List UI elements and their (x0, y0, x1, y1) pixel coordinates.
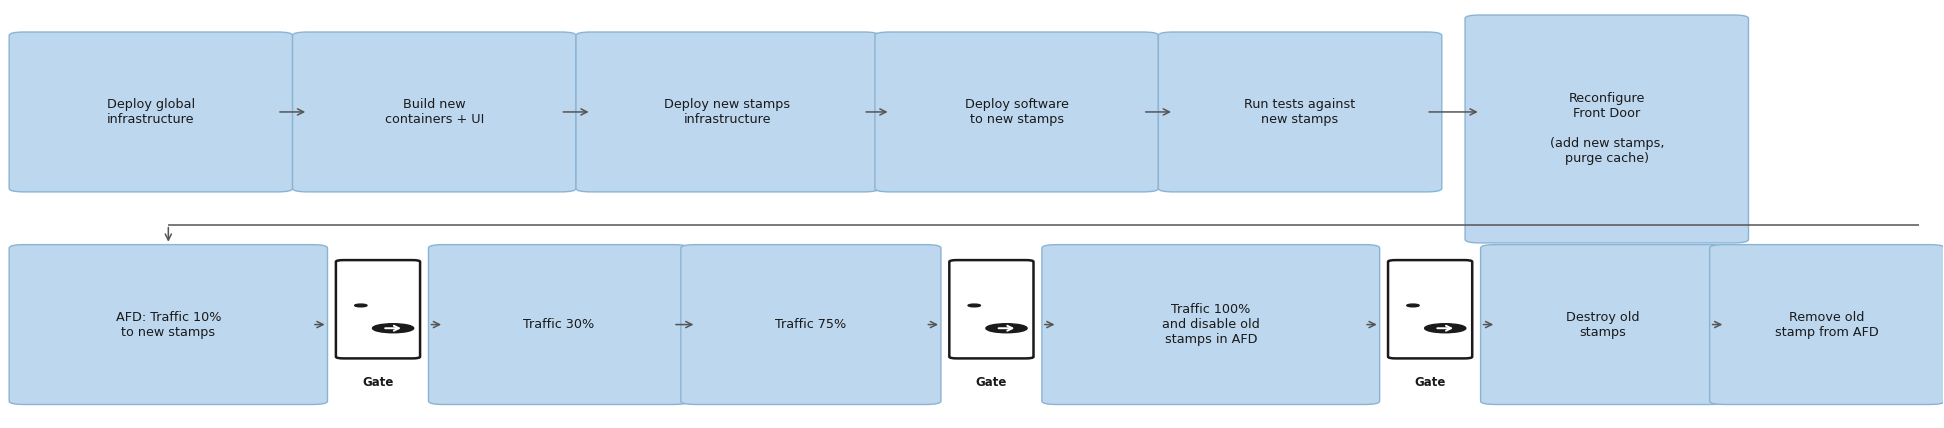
Text: Gate: Gate (1415, 376, 1446, 389)
Text: Destroy old
stamps: Destroy old stamps (1567, 311, 1639, 339)
FancyBboxPatch shape (575, 32, 879, 192)
FancyBboxPatch shape (10, 32, 294, 192)
Text: AFD: Traffic 10%
to new stamps: AFD: Traffic 10% to new stamps (115, 311, 222, 339)
Circle shape (1425, 324, 1466, 333)
FancyBboxPatch shape (1388, 260, 1472, 358)
FancyBboxPatch shape (1481, 245, 1724, 404)
Text: Gate: Gate (976, 376, 1007, 389)
Circle shape (968, 304, 980, 307)
Text: Deploy global
infrastructure: Deploy global infrastructure (107, 98, 194, 126)
Text: Build new
containers + UI: Build new containers + UI (385, 98, 484, 126)
Text: Deploy new stamps
infrastructure: Deploy new stamps infrastructure (665, 98, 791, 126)
FancyBboxPatch shape (428, 245, 688, 404)
Text: Traffic 100%
and disable old
stamps in AFD: Traffic 100% and disable old stamps in A… (1163, 303, 1260, 346)
Text: Remove old
stamp from AFD: Remove old stamp from AFD (1775, 311, 1880, 339)
Text: Run tests against
new stamps: Run tests against new stamps (1244, 98, 1355, 126)
FancyBboxPatch shape (1042, 245, 1380, 404)
Text: Traffic 75%: Traffic 75% (776, 318, 846, 331)
FancyBboxPatch shape (1709, 245, 1944, 404)
Circle shape (1407, 304, 1419, 307)
FancyBboxPatch shape (949, 260, 1034, 358)
FancyBboxPatch shape (1466, 15, 1748, 243)
FancyBboxPatch shape (1159, 32, 1442, 192)
Text: Reconfigure
Front Door

(add new stamps,
purge cache): Reconfigure Front Door (add new stamps, … (1549, 92, 1664, 166)
FancyBboxPatch shape (294, 32, 575, 192)
Text: Gate: Gate (362, 376, 395, 389)
Text: Deploy software
to new stamps: Deploy software to new stamps (964, 98, 1069, 126)
FancyBboxPatch shape (10, 245, 327, 404)
FancyBboxPatch shape (875, 32, 1159, 192)
Circle shape (354, 304, 367, 307)
Text: Traffic 30%: Traffic 30% (523, 318, 595, 331)
FancyBboxPatch shape (680, 245, 941, 404)
Circle shape (986, 324, 1026, 333)
FancyBboxPatch shape (336, 260, 420, 358)
Circle shape (373, 324, 414, 333)
